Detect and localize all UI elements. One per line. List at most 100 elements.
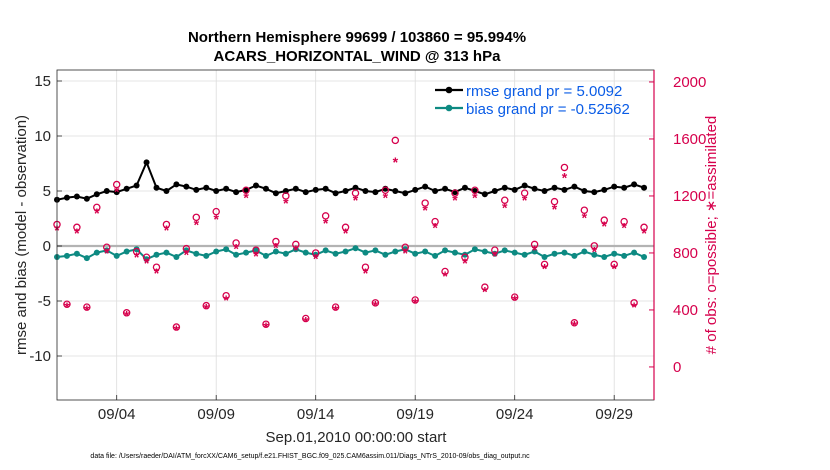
bias-point (501, 247, 508, 254)
rmse-point (73, 193, 80, 200)
rmse-point (322, 185, 329, 192)
assimilated-obs-point: * (333, 302, 339, 318)
plot-frame (56, 69, 655, 401)
bias-point (621, 252, 628, 259)
possible-obs-point (520, 189, 529, 197)
possible-obs-point (481, 283, 489, 291)
rmse-point (63, 194, 70, 201)
plot-data: ********* *******************************… (53, 136, 654, 338)
bias-point (302, 249, 309, 256)
rmse-point (521, 182, 528, 189)
rmse-point (103, 188, 110, 194)
possible-obs-point (401, 243, 409, 252)
possible-obs-point (491, 246, 499, 254)
possible-obs-point (212, 207, 220, 216)
x-axis-label: Sep.01,2010 00:00:00 start (266, 429, 448, 446)
bias-point (422, 248, 429, 255)
assimilated-obs-point: * (74, 225, 80, 241)
possible-obs-point (411, 296, 419, 304)
y-axis-left: 15 10 5 0 -5 -10 (29, 73, 62, 365)
bias-point (471, 246, 478, 253)
bias-point (591, 251, 598, 258)
y-tick-label: -10 (29, 348, 51, 365)
rmse-point (601, 186, 608, 193)
x-tick-label: 09/04 (98, 406, 136, 423)
assimilated-obs-point: * (631, 299, 637, 315)
possible-obs-point (112, 180, 121, 189)
y-right-tick-label: 0 (673, 359, 681, 376)
possible-obs-point (292, 240, 300, 249)
bias-point (511, 249, 518, 256)
possible-obs-point (73, 223, 81, 232)
rmse-series-line (56, 159, 645, 201)
rmse-point (133, 182, 140, 189)
assimilated-obs-point: * (641, 225, 647, 241)
rmse-point (193, 186, 200, 193)
bias-point (352, 245, 359, 252)
assimilated-obs-point: * (432, 219, 438, 235)
rmse-point (93, 191, 100, 198)
assimilated-obs-point: * (353, 192, 359, 208)
bias-point (481, 248, 488, 255)
assimilated-obs-point: * (263, 319, 269, 335)
legend-marker-rmse (445, 86, 453, 94)
assimilated-obs-point: * (512, 292, 518, 308)
bias-point (262, 252, 269, 259)
assimilated-obs-point: * (134, 249, 140, 265)
possible-obs-point (361, 263, 370, 271)
rmse-point (581, 188, 588, 194)
assimilated-obs-point: * (373, 298, 379, 314)
rmse-point (571, 183, 578, 190)
rmse-point (432, 188, 439, 194)
possible-obs-point (162, 220, 171, 229)
y-right-tick-label: 1200 (673, 188, 706, 205)
rmse-point (392, 188, 399, 194)
rmse-point (631, 181, 638, 188)
possible-obs-point (192, 213, 201, 222)
bias-point (342, 248, 349, 255)
rmse-point (531, 185, 538, 192)
legend-label-rmse: rmse grand pr = 5.0092 (466, 83, 622, 100)
possible-obs-point (132, 247, 141, 256)
rmse-point (621, 184, 628, 191)
rmse-point (412, 186, 419, 193)
possible-obs-point (122, 309, 131, 317)
rmse-point (302, 189, 309, 196)
possible-obs-point (421, 199, 429, 207)
y-right-tick-label: 400 (673, 302, 698, 319)
rmse-point (641, 184, 648, 191)
rmse-point (83, 195, 90, 202)
rmse-point (223, 185, 230, 192)
possible-obs-point (510, 293, 519, 301)
assimilated-obs-point: * (293, 242, 299, 258)
chart-subtitle: ACARS_HORIZONTAL_WIND @ 313 hPa (214, 48, 502, 65)
rmse-point (272, 190, 279, 197)
bias-point (322, 247, 329, 254)
bias-point (551, 250, 558, 257)
rmse-point (282, 188, 289, 194)
possible-obs-point (142, 253, 151, 261)
assimilated-obs-point: * (243, 189, 249, 205)
y-axis-right: 2000 1600 1200 800 400 0 (649, 70, 706, 400)
possible-obs-point (540, 260, 549, 269)
bias-point (611, 250, 618, 257)
possible-obs-point (630, 299, 638, 307)
assimilated-obs-point: * (144, 255, 150, 271)
assimilated-obs-point: * (611, 261, 617, 277)
possible-obs-point (63, 300, 71, 308)
possible-obs-point (321, 212, 330, 220)
bias-point (143, 256, 150, 263)
possible-obs-point (451, 189, 459, 197)
x-tick-label: 09/19 (396, 406, 434, 423)
bias-point (233, 251, 240, 258)
rmse-point (292, 185, 299, 192)
rmse-point (173, 181, 180, 188)
rmse-point (481, 191, 488, 198)
rmse-point (511, 186, 518, 193)
bias-point (193, 250, 200, 257)
x-tick-label: 09/09 (197, 406, 235, 423)
bias-point (412, 250, 419, 257)
bias-point (253, 247, 259, 254)
rmse-point (551, 184, 558, 191)
